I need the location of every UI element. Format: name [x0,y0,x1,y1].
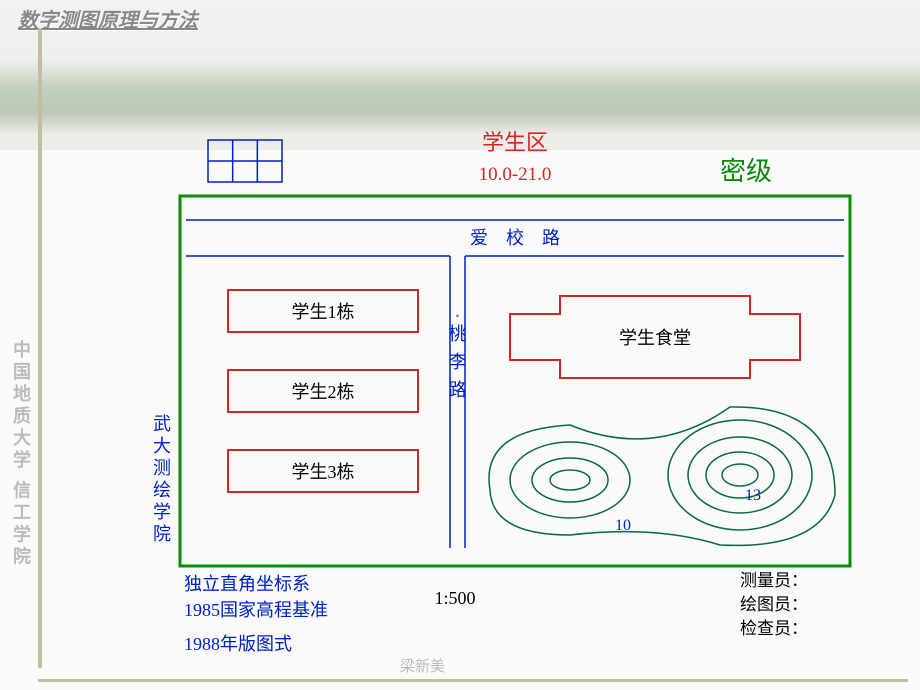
security-label: 密级 [720,157,772,186]
map-frame [180,196,850,566]
note-drafter: 绘图员： [740,595,808,614]
map-diagram: 学生区 10.0-21.0 密级 爱 校 路 桃李路• 武大测绘学院 学生1栋学… [0,0,920,690]
svg-text:•: • [455,309,459,323]
svg-text:测: 测 [153,458,171,478]
scale-label: 1:500 [434,588,475,608]
svg-text:桃: 桃 [449,324,467,344]
note-surveyor: 测量员： [740,571,808,590]
contour-label-13: 13 [745,487,761,504]
contour-label-10: 10 [615,517,631,534]
svg-text:李: 李 [449,352,467,372]
note-datum: 1985国家高程基准 [184,600,328,620]
note-checker: 检查员： [740,619,808,638]
note-style: 1988年版图式 [184,634,292,654]
note-coord: 独立直角坐标系 [184,574,310,594]
contour-lines [489,407,835,545]
road-horizontal-label: 爱 校 路 [470,228,560,248]
map-title: 学生区 [482,130,548,155]
svg-text:学生3栋: 学生3栋 [292,462,355,482]
svg-text:武: 武 [153,414,171,434]
buildings: 学生1栋学生2栋学生3栋 [228,290,418,492]
svg-text:绘: 绘 [153,480,171,500]
map-range: 10.0-21.0 [479,164,552,185]
svg-text:学生1栋: 学生1栋 [292,302,355,322]
svg-text:大: 大 [153,436,171,456]
svg-text:路: 路 [449,380,467,400]
svg-text:院: 院 [153,524,171,544]
svg-text:学生2栋: 学生2栋 [292,382,355,402]
cafeteria-label: 学生食堂 [619,328,691,348]
grid-icon [208,140,282,182]
road-vertical-label: 桃李路 • [449,309,467,400]
org-vertical-label: 武大测绘学院 [153,414,171,544]
svg-text:学: 学 [153,502,171,522]
